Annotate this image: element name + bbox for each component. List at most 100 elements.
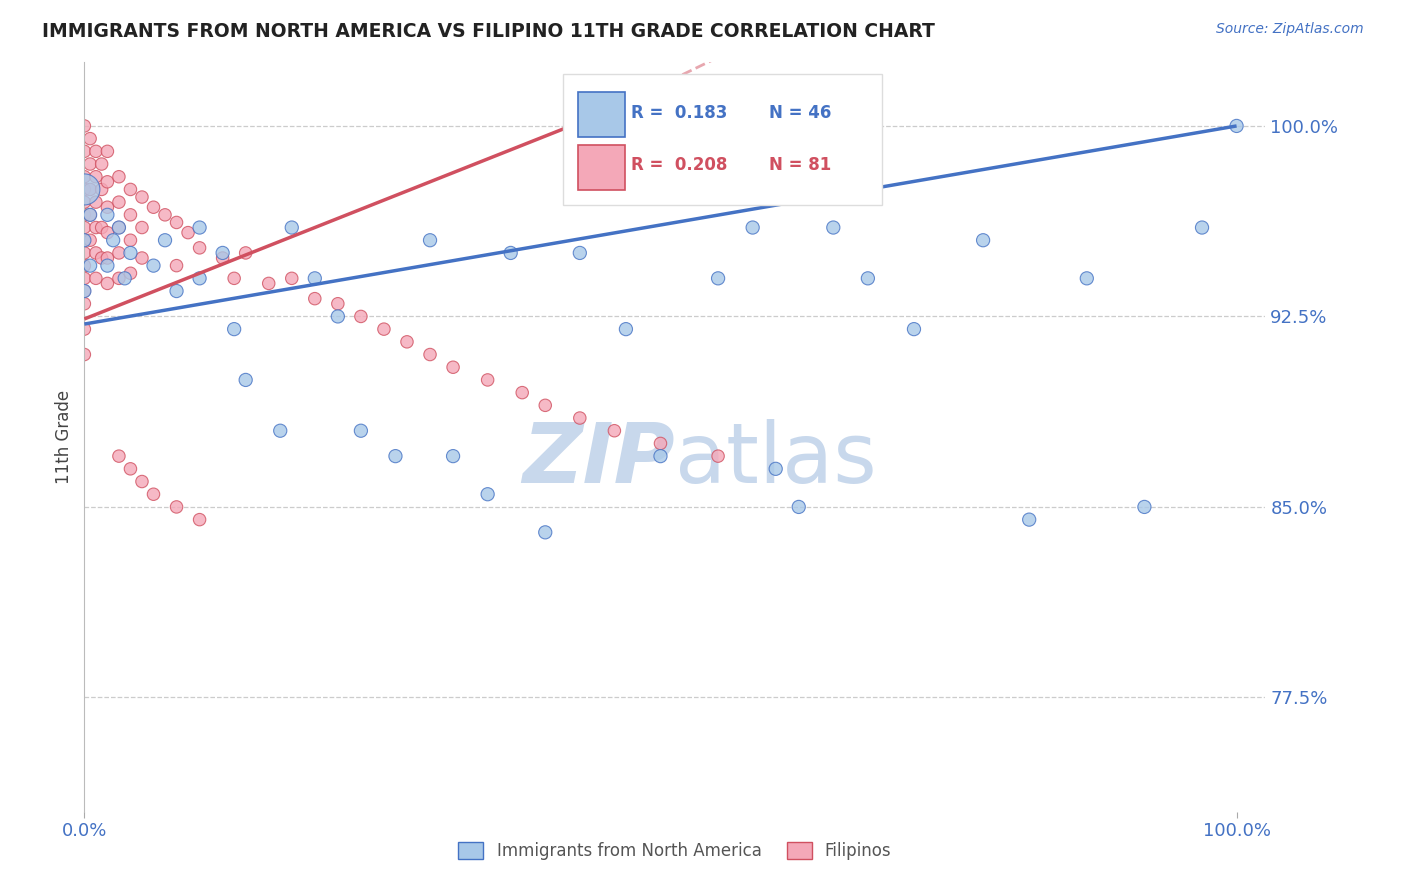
Point — [108, 449, 131, 463]
Point — [534, 398, 557, 412]
FancyBboxPatch shape — [562, 74, 882, 205]
Point — [96, 145, 118, 159]
Point — [96, 200, 118, 214]
Point — [1133, 500, 1156, 514]
Point — [73, 284, 96, 298]
Point — [534, 525, 557, 540]
Point — [211, 246, 233, 260]
Point — [131, 190, 153, 204]
Point — [153, 233, 176, 247]
Point — [765, 462, 787, 476]
Point — [108, 246, 131, 260]
Point — [73, 271, 96, 285]
Point — [188, 513, 211, 527]
Point — [177, 226, 200, 240]
Point — [166, 215, 188, 229]
Point — [120, 233, 142, 247]
Point — [79, 208, 101, 222]
Point — [142, 200, 165, 214]
Point — [131, 475, 153, 489]
Point — [1191, 220, 1213, 235]
Text: R =  0.208: R = 0.208 — [631, 156, 727, 174]
Legend: Immigrants from North America, Filipinos: Immigrants from North America, Filipinos — [451, 836, 898, 867]
Point — [84, 246, 107, 260]
Point — [73, 259, 96, 273]
Point — [188, 271, 211, 285]
Point — [84, 169, 107, 184]
Point — [96, 208, 118, 222]
Point — [650, 449, 672, 463]
Point — [131, 251, 153, 265]
Point — [90, 157, 112, 171]
Text: N = 81: N = 81 — [769, 156, 831, 174]
Point — [419, 233, 441, 247]
Point — [568, 411, 591, 425]
Point — [603, 424, 626, 438]
Point — [235, 246, 257, 260]
Point — [84, 145, 107, 159]
Point — [73, 169, 96, 184]
Point — [477, 373, 499, 387]
Point — [787, 500, 810, 514]
Point — [166, 284, 188, 298]
Point — [326, 310, 349, 324]
Text: N = 46: N = 46 — [769, 103, 832, 121]
Point — [108, 220, 131, 235]
Point — [419, 347, 441, 361]
Point — [224, 322, 246, 336]
FancyBboxPatch shape — [578, 145, 626, 190]
Point — [108, 271, 131, 285]
Point — [1226, 119, 1249, 133]
Point — [73, 233, 96, 247]
Point — [166, 500, 188, 514]
Point — [73, 233, 96, 247]
Point — [84, 195, 107, 210]
Point — [707, 271, 730, 285]
Point — [257, 277, 280, 291]
Point — [614, 322, 637, 336]
Point — [856, 271, 879, 285]
Point — [211, 251, 233, 265]
Point — [79, 157, 101, 171]
Point — [73, 182, 96, 196]
Point — [101, 233, 124, 247]
Point — [281, 271, 304, 285]
Point — [650, 436, 672, 450]
Point — [73, 145, 96, 159]
Point — [972, 233, 994, 247]
Point — [224, 271, 246, 285]
Text: R =  0.183: R = 0.183 — [631, 103, 727, 121]
Point — [120, 208, 142, 222]
Point — [73, 246, 96, 260]
Point — [73, 322, 96, 336]
Point — [79, 208, 101, 222]
Point — [73, 347, 96, 361]
Point — [84, 271, 107, 285]
Point — [120, 182, 142, 196]
Point — [188, 220, 211, 235]
Point — [326, 297, 349, 311]
Point — [90, 182, 112, 196]
Point — [90, 220, 112, 235]
Point — [373, 322, 395, 336]
Point — [120, 246, 142, 260]
Point — [79, 182, 101, 196]
Text: atlas: atlas — [675, 419, 876, 500]
Point — [304, 271, 326, 285]
Point — [350, 310, 373, 324]
FancyBboxPatch shape — [578, 93, 626, 137]
Point — [73, 208, 96, 222]
Point — [441, 360, 464, 375]
Point — [108, 195, 131, 210]
Text: Source: ZipAtlas.com: Source: ZipAtlas.com — [1216, 22, 1364, 37]
Text: ZIP: ZIP — [522, 419, 675, 500]
Point — [73, 297, 96, 311]
Point — [166, 259, 188, 273]
Point — [96, 226, 118, 240]
Point — [741, 220, 763, 235]
Y-axis label: 11th Grade: 11th Grade — [55, 390, 73, 484]
Point — [79, 131, 101, 145]
Point — [477, 487, 499, 501]
Point — [114, 271, 136, 285]
Point — [1018, 513, 1040, 527]
